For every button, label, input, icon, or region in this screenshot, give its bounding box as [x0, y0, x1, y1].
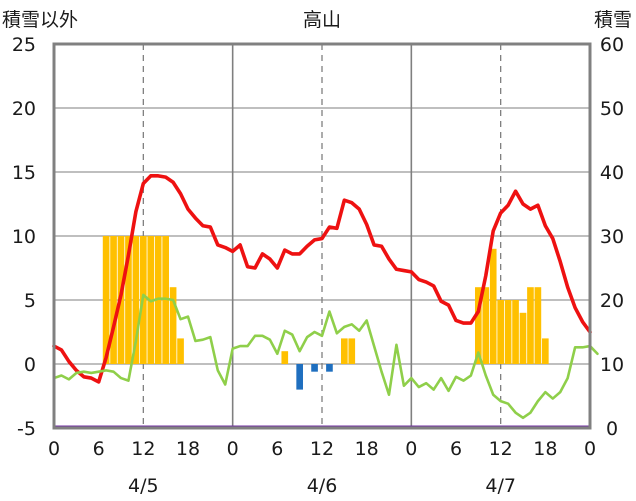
left-tick-label: 10: [12, 226, 36, 248]
left-tick-label: 0: [24, 354, 36, 376]
orange-bar: [348, 338, 356, 364]
right-tick-label: 10: [600, 354, 624, 376]
chart-title: 高山: [303, 9, 341, 31]
orange-bar: [534, 287, 542, 364]
orange-bar: [177, 338, 184, 364]
blue-bar: [326, 364, 333, 372]
orange-bar: [110, 236, 117, 364]
right-tick-label: 30: [600, 226, 624, 248]
blue-bar: [311, 364, 318, 372]
x-tick-label: 18: [533, 438, 557, 460]
orange-bar: [497, 300, 504, 364]
right-tick-label: 40: [600, 162, 624, 184]
x-tick-label: 18: [355, 438, 379, 460]
left-tick-label: 20: [12, 98, 36, 120]
date-label: 4/6: [307, 475, 338, 497]
x-tick-label: 6: [93, 438, 105, 460]
right-tick-label: 50: [600, 98, 624, 120]
left-tick-label: 15: [12, 162, 36, 184]
right-tick-label: 20: [600, 290, 624, 312]
x-tick-label: 18: [176, 438, 200, 460]
right-tick-label: 0: [606, 418, 618, 440]
left-tick-label: 5: [24, 290, 36, 312]
orange-bar: [504, 300, 512, 364]
x-tick-label: 0: [48, 438, 60, 460]
x-tick-label: 0: [405, 438, 417, 460]
orange-bar: [512, 300, 519, 364]
plot-frame: [52, 42, 592, 430]
orange-bar: [281, 351, 289, 364]
x-tick-label: 12: [131, 438, 155, 460]
x-tick-label: 6: [450, 438, 462, 460]
orange-bar: [489, 248, 497, 364]
date-label: 4/7: [485, 475, 516, 497]
x-tick-label: 0: [227, 438, 239, 460]
orange-bar: [542, 338, 549, 364]
orange-bar: [341, 338, 348, 364]
x-tick-label: 12: [310, 438, 334, 460]
orange-bar: [169, 287, 177, 364]
x-tick-label: 0: [584, 438, 596, 460]
green-line: [52, 293, 599, 420]
orange-bar: [102, 236, 110, 364]
date-label: 4/5: [128, 475, 159, 497]
orange-bar: [519, 312, 527, 364]
left-tick-label: 25: [12, 34, 36, 56]
orange-bar: [482, 287, 490, 364]
left-axis-label: 積雪以外: [2, 9, 78, 31]
right-tick-label: 60: [600, 34, 624, 56]
x-tick-label: 6: [271, 438, 283, 460]
red-line: [52, 174, 592, 384]
orange-bar: [475, 287, 482, 364]
orange-bar: [527, 287, 534, 364]
x-tick-label: 12: [489, 438, 513, 460]
orange-bar: [132, 236, 140, 364]
orange-bar: [125, 236, 132, 364]
left-tick-label: -5: [17, 418, 36, 440]
blue-bar: [296, 364, 303, 390]
right-axis-label: 積雪: [594, 9, 632, 31]
